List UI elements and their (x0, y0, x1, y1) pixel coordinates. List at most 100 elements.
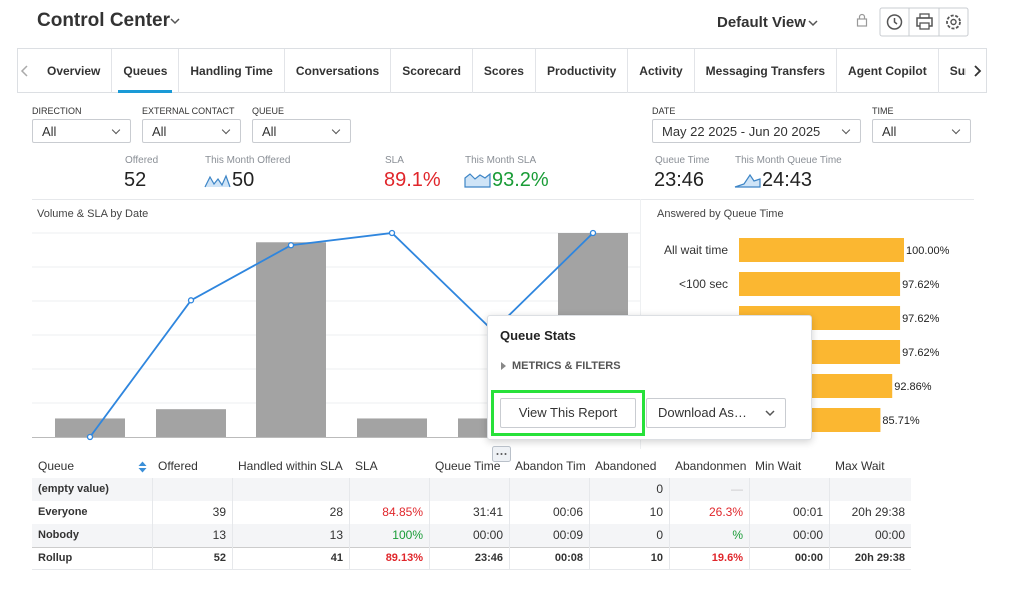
cell-divider (749, 478, 750, 501)
view-report-button[interactable]: View This Report (500, 398, 636, 428)
tab[interactable]: Handling Time (178, 49, 283, 93)
tab[interactable]: Conversations (283, 49, 390, 93)
volume-bar (55, 418, 125, 437)
column-header[interactable]: Abandoned (595, 459, 657, 473)
schedule-button[interactable] (886, 14, 903, 30)
filter-label: DIRECTION (32, 106, 82, 116)
cell-divider (152, 524, 153, 547)
table-cell: 13 (329, 528, 343, 542)
tab-bar (17, 48, 987, 93)
more-button[interactable] (492, 446, 511, 462)
column-header[interactable]: Max Wait (835, 459, 885, 473)
cell-divider (509, 478, 510, 501)
tab[interactable]: Summary (937, 49, 966, 93)
filter-dropdown[interactable]: All (252, 119, 351, 143)
sla-point (388, 229, 396, 237)
table-cell: 20h 29:38 (851, 505, 905, 519)
cell-divider (429, 524, 430, 547)
tab[interactable]: Scorecard (390, 49, 472, 93)
view-selector[interactable]: Default View (717, 14, 806, 31)
volume-bar (256, 242, 326, 437)
divider (32, 199, 974, 200)
print-button[interactable] (916, 13, 933, 30)
tab[interactable]: Agent Copilot (836, 49, 938, 93)
column-header[interactable]: Abandon Tim (515, 459, 586, 473)
table-cell: 28 (329, 505, 343, 519)
filter-label: TIME (872, 106, 894, 116)
cell-divider (232, 547, 233, 570)
table-cell: Rollup (38, 552, 73, 564)
category-label: <100 sec (679, 277, 728, 291)
value-label: 97.62% (902, 313, 940, 325)
table-cell: 26.3% (708, 505, 743, 519)
cell-divider (669, 478, 670, 501)
table-cell: 13 (212, 528, 226, 542)
kpi-value: 52 (124, 169, 147, 191)
sparkline (204, 174, 231, 188)
sla-point (287, 242, 295, 249)
table-cell: 100% (392, 528, 423, 542)
cell-divider (509, 501, 510, 524)
tabs: Overview Queues Handling Time Conversations… (36, 49, 966, 93)
table-cell: 00:00 (794, 552, 823, 564)
table-cell: 00:08 (554, 552, 583, 564)
cell-divider (829, 547, 830, 570)
table-cell: 41 (330, 552, 343, 564)
tabs-prev[interactable] (20, 64, 30, 78)
sparkline-icon (204, 174, 231, 188)
cell-divider (829, 524, 830, 547)
table-cell: 0 (656, 482, 663, 496)
highlight-box (491, 390, 645, 436)
tab[interactable]: Scores (471, 49, 535, 93)
table-cell: (empty value) (38, 483, 109, 495)
sla-line (89, 232, 594, 438)
value-label: 92.86% (894, 381, 932, 393)
table-cell: 20h 29:38 (854, 552, 905, 564)
column-header[interactable]: SLA (355, 459, 378, 473)
sparkline (464, 172, 491, 188)
column-header[interactable]: Offered (158, 459, 198, 473)
queue-stats-popup (487, 315, 812, 440)
download-button[interactable]: Download As… (646, 398, 786, 428)
kpi-value: 89.1% (384, 169, 441, 191)
tab[interactable]: Queues (111, 49, 178, 93)
filter-dropdown[interactable]: All (142, 119, 241, 143)
chart-title: Answered by Queue Time (657, 208, 784, 220)
filter-dropdown[interactable]: All (872, 119, 971, 143)
cell-divider (669, 524, 670, 547)
filter-dropdown[interactable]: May 22 2025 - Jun 20 2025 (652, 119, 861, 143)
sla-point (589, 229, 597, 237)
tab[interactable]: Overview (47, 64, 101, 78)
value-label: 100.00% (906, 245, 950, 257)
table-cell: 39 (212, 505, 226, 519)
metrics-filters-toggle[interactable]: METRICS & FILTERS (512, 360, 621, 372)
kpi-label: Offered (125, 155, 159, 166)
sort-icon[interactable] (138, 461, 147, 473)
sparkline (734, 173, 761, 188)
tab[interactable]: Messaging Transfers (693, 49, 836, 93)
kpi-value: 24:43 (762, 169, 813, 191)
table-row (32, 478, 911, 502)
table-cell: 00:01 (792, 505, 823, 519)
cell-divider (509, 547, 510, 570)
filter-dropdown[interactable]: All (32, 119, 131, 143)
column-header[interactable]: Min Wait (755, 459, 802, 473)
cell-divider (589, 524, 590, 547)
kpi-label: This Month Offered (205, 155, 291, 166)
filter-label: DATE (652, 106, 676, 116)
column-header[interactable]: Queue (38, 459, 75, 473)
cell-divider (429, 478, 430, 501)
table-cell: Everyone (38, 506, 88, 518)
settings-button[interactable] (946, 14, 961, 30)
table-cell: 00:00 (472, 528, 503, 542)
tab[interactable]: Activity (627, 49, 693, 93)
column-header[interactable]: Abandonmen (675, 459, 747, 473)
page-title[interactable]: Control Center (37, 10, 170, 31)
column-header[interactable]: Handled within SLA (238, 459, 343, 473)
tab[interactable]: Productivity (534, 49, 627, 93)
column-header[interactable]: Queue Time (435, 459, 501, 473)
tabs-next[interactable] (972, 64, 982, 78)
cell-divider (232, 501, 233, 524)
cell-divider (429, 501, 430, 524)
